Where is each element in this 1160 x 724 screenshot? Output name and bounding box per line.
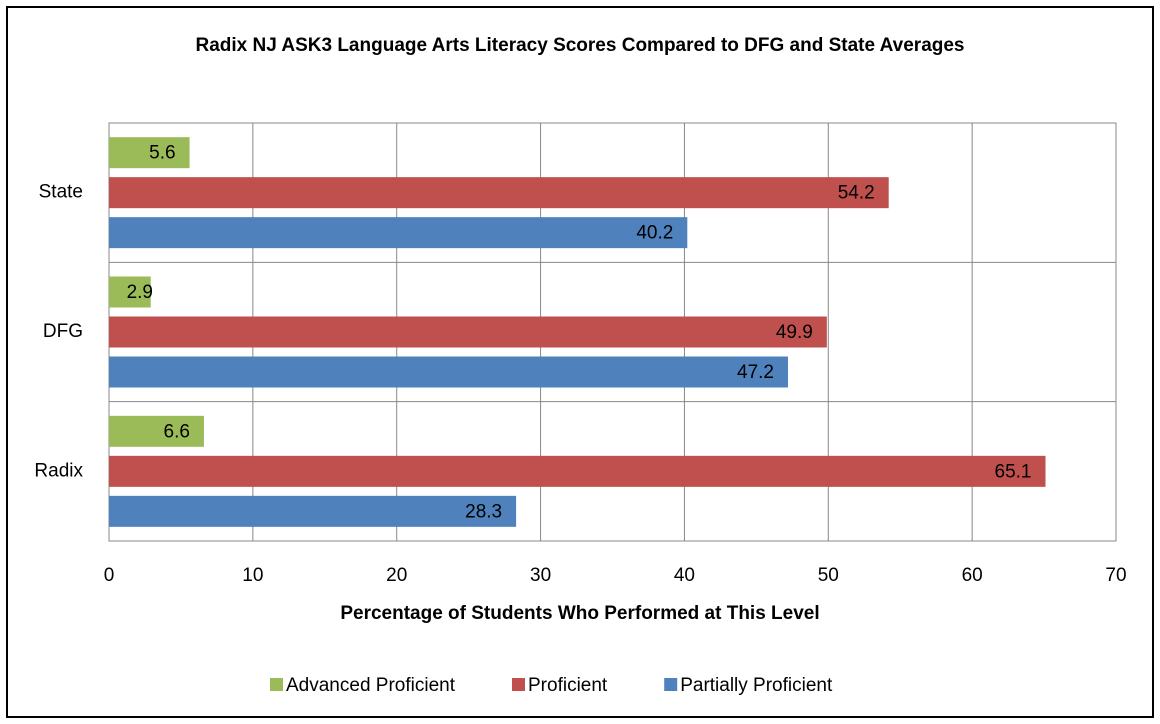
data-label: 2.9	[127, 282, 153, 303]
y-tick-label: Radix	[34, 460, 83, 481]
x-tick-label: 0	[104, 565, 115, 586]
bar	[109, 455, 1046, 487]
data-label: 5.6	[149, 143, 175, 164]
legend-label: Proficient	[528, 675, 608, 696]
legend-label: Advanced Proficient	[286, 675, 456, 696]
data-label: 49.9	[776, 322, 813, 343]
bar	[109, 177, 889, 209]
data-label: 54.2	[838, 183, 875, 204]
data-label: 65.1	[995, 461, 1032, 482]
bar	[109, 217, 688, 249]
chart-title: Radix NJ ASK3 Language Arts Literacy Sco…	[195, 35, 965, 56]
bar	[109, 316, 827, 348]
data-label: 47.2	[737, 362, 774, 383]
y-tick-label: DFG	[43, 321, 83, 342]
bar	[109, 137, 190, 169]
bar	[109, 495, 517, 527]
x-tick-label: 30	[530, 565, 551, 586]
legend-swatch	[270, 678, 283, 691]
x-axis-title: Percentage of Students Who Performed at …	[340, 603, 819, 624]
bar	[109, 356, 789, 388]
x-tick-label: 10	[242, 565, 263, 586]
data-label: 40.2	[636, 223, 673, 244]
data-label: 6.6	[164, 421, 190, 442]
x-tick-label: 50	[818, 565, 839, 586]
x-tick-label: 60	[962, 565, 983, 586]
legend-label: Partially Proficient	[680, 675, 833, 696]
x-tick-label: 20	[386, 565, 407, 586]
x-tick-label: 40	[674, 565, 695, 586]
data-label: 28.3	[465, 501, 502, 522]
y-tick-label: State	[39, 182, 83, 203]
legend-swatch	[512, 678, 525, 691]
x-tick-label: 70	[1105, 565, 1126, 586]
legend-swatch	[664, 678, 678, 691]
bar	[109, 415, 204, 447]
bar	[109, 276, 151, 308]
